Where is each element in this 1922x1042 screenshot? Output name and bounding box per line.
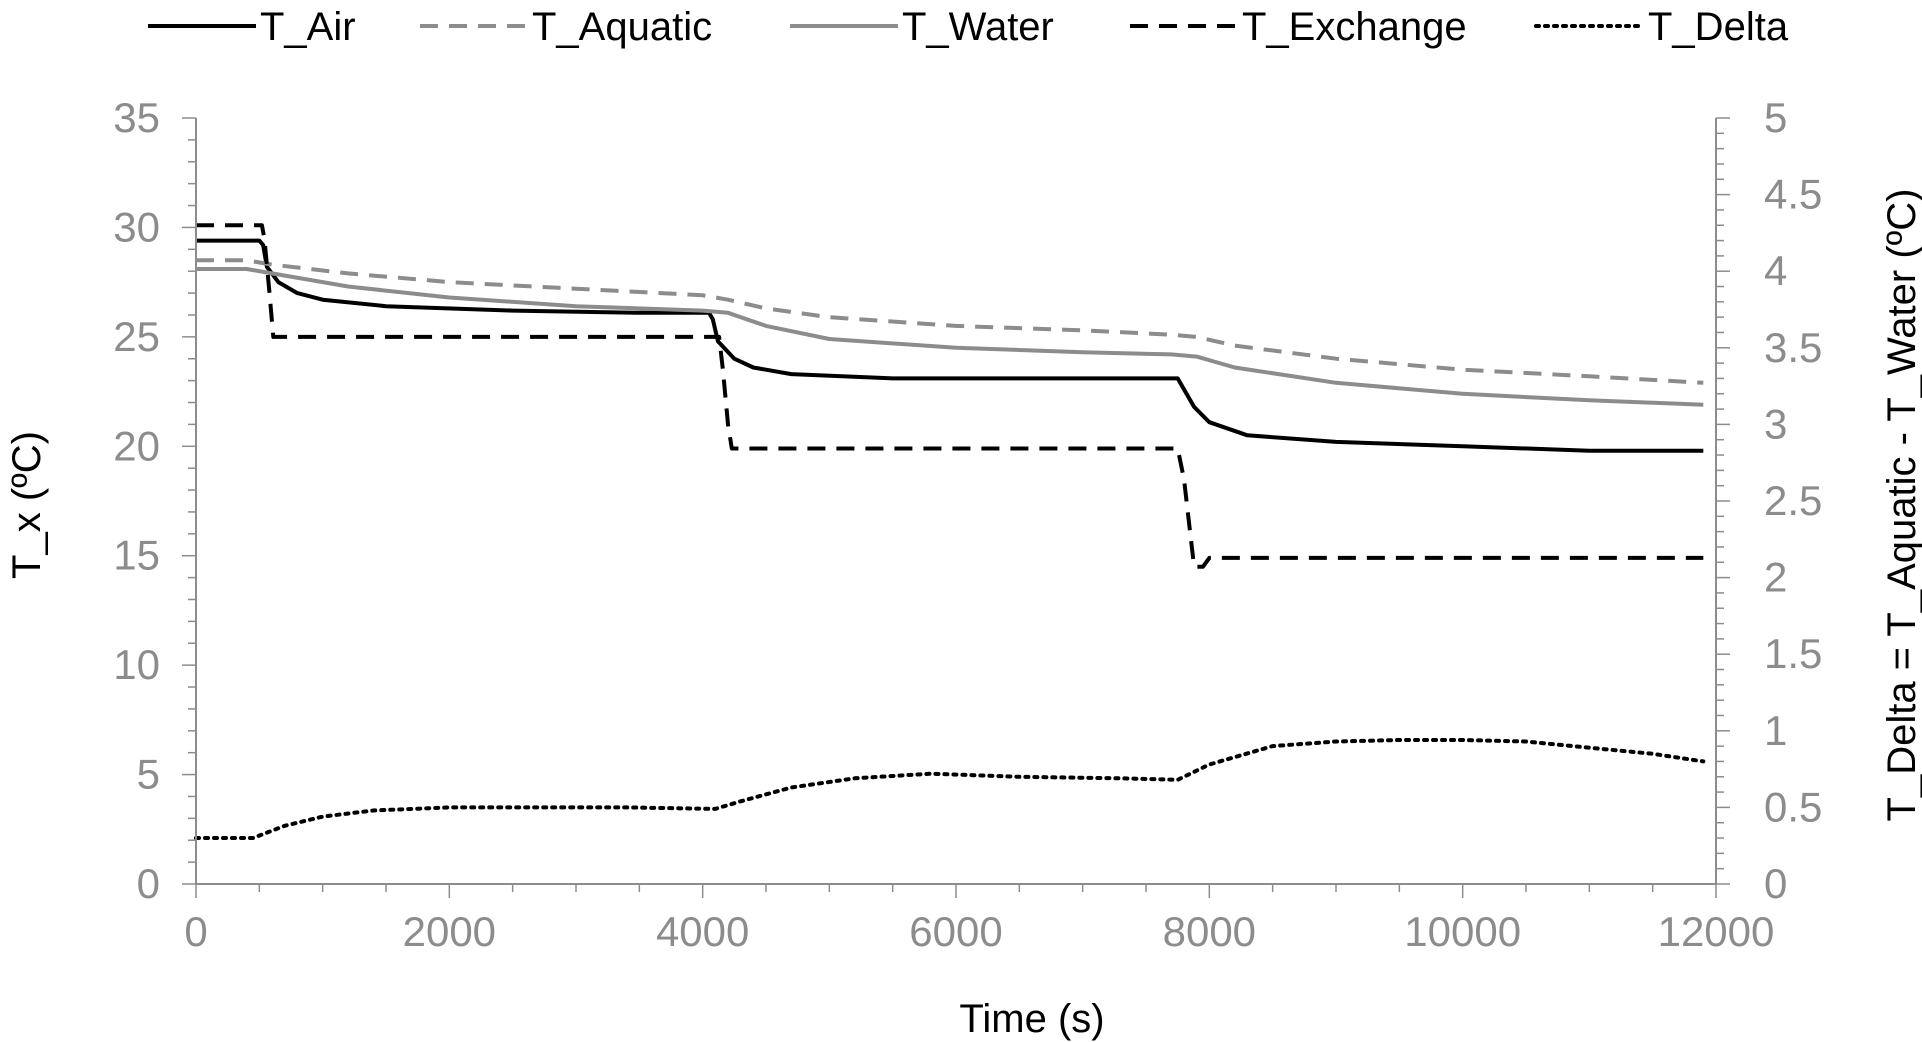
y-tick-label: 10 — [113, 641, 160, 688]
series-line-t-exchange — [196, 223, 1704, 569]
legend-label-t-delta: T_Delta — [1648, 5, 1789, 49]
legend-label-t-exchange: T_Exchange — [1242, 5, 1467, 49]
y-tick-label: 0 — [137, 860, 160, 907]
legend-label-t-air: T_Air — [260, 5, 356, 49]
series-line-t-water — [196, 267, 1704, 407]
x-tick-label: 0 — [184, 908, 207, 955]
y2-tick-label: 0 — [1764, 860, 1787, 907]
y-tick-label: 35 — [113, 94, 160, 141]
y-tick-label: 25 — [113, 313, 160, 360]
y2-tick-label: 5 — [1764, 94, 1787, 141]
series-line-t-air — [196, 238, 1704, 453]
x-tick-label: 10000 — [1404, 908, 1521, 955]
y-axis-title: T_x (ºC) — [5, 431, 49, 579]
axes: 0 5 10 15 20 25 30 35 0 0.5 1 1.5 2 2.5 3 3.5 4 4.5 5 0 2000… — [113, 94, 1822, 955]
y-tick-label: 20 — [113, 422, 160, 469]
series-line-t-aquatic — [196, 258, 1704, 385]
legend-label-t-water: T_Water — [902, 5, 1054, 49]
y-tick-label: 15 — [113, 532, 160, 579]
y2-tick-label: 4.5 — [1764, 171, 1822, 218]
y2-tick-label: 3 — [1764, 400, 1787, 447]
x-tick-label: 2000 — [403, 908, 496, 955]
legend: T_Air T_Aquatic T_Water T_Exchange T_Delta — [148, 5, 1789, 49]
y2-tick-label: 2 — [1764, 554, 1787, 601]
y-tick-label: 5 — [137, 751, 160, 798]
y2-tick-label: 4 — [1764, 247, 1787, 294]
y2-axis-title: T_Delta = T_Aquatic - T_Water (ºC) — [1880, 189, 1922, 822]
x-axis-title: Time (s) — [959, 997, 1104, 1041]
x-tick-label: 8000 — [1163, 908, 1256, 955]
series-line-t-delta — [194, 738, 1706, 840]
y2-tick-label: 1.5 — [1764, 630, 1822, 677]
y2-tick-label: 1 — [1764, 707, 1787, 754]
y2-tick-label: 0.5 — [1764, 783, 1822, 830]
x-tick-label: 12000 — [1658, 908, 1775, 955]
y2-tick-label: 3.5 — [1764, 324, 1822, 371]
plot-area — [194, 223, 1706, 840]
y-tick-label: 30 — [113, 203, 160, 250]
y2-tick-label: 2.5 — [1764, 477, 1822, 524]
x-tick-label: 4000 — [656, 908, 749, 955]
x-tick-label: 6000 — [909, 908, 1002, 955]
legend-label-t-aquatic: T_Aquatic — [532, 5, 712, 49]
